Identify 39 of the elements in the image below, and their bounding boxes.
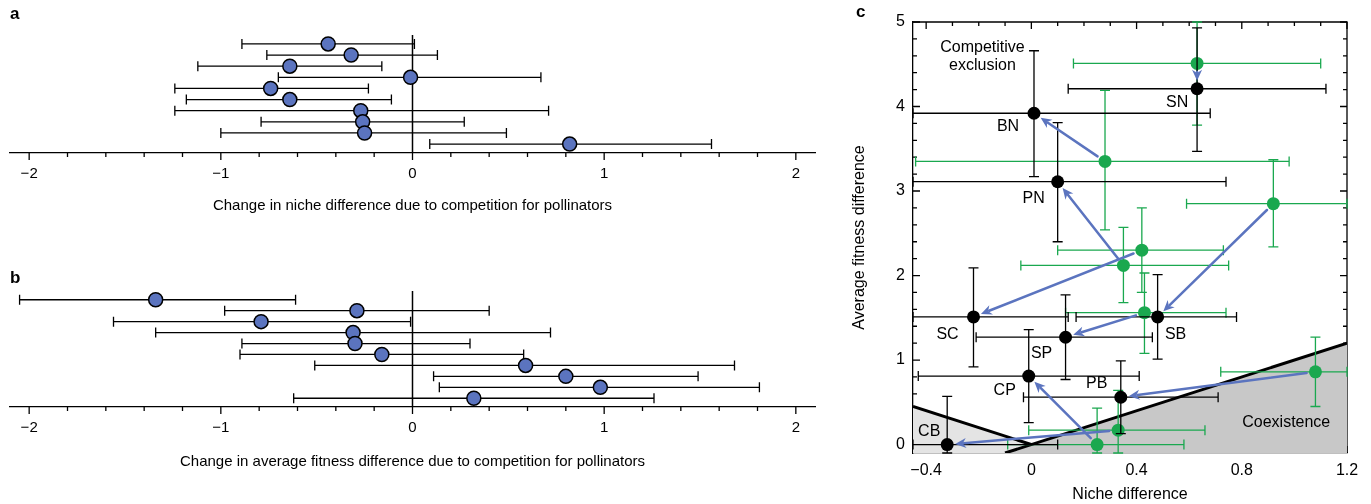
chart-title: b (10, 268, 21, 288)
annotation: SB (1164, 325, 1187, 343)
y-tick-label: 3 (896, 181, 906, 199)
annotation: CP (993, 380, 1016, 398)
x-tick-label: −1 (212, 164, 230, 182)
x-tick-label: 2 (791, 164, 801, 182)
x-tick-label: −2 (20, 418, 38, 436)
x-tick-label: 1 (599, 164, 609, 182)
y-tick-label: 5 (896, 12, 906, 30)
x-tick-label: 1.2 (1335, 461, 1359, 479)
chart-title: c (856, 2, 866, 22)
x-axis-title: Change in niche difference due to competition for pollinators (212, 196, 613, 214)
x-axis-title: Change in average fitness difference due to competition for pollinators (179, 452, 646, 470)
annotation: Coexistence (1242, 413, 1331, 431)
x-tick-label: 0.8 (1230, 461, 1254, 479)
x-tick-label: −0.4 (910, 461, 943, 479)
x-tick-label: −1 (212, 418, 230, 436)
y-tick-label: 2 (896, 265, 906, 283)
x-tick-label: 1 (599, 418, 609, 436)
x-tick-label: 0 (408, 418, 417, 436)
x-tick-label: 0 (1026, 461, 1036, 479)
chart-title: a (10, 4, 20, 24)
annotation: CB (918, 421, 941, 439)
x-tick-label: −2 (20, 164, 38, 182)
annotation: SN (1165, 93, 1189, 111)
x-axis-title: Niche difference (1072, 484, 1188, 502)
annotation: PN (1022, 189, 1045, 207)
annotation: SP (1030, 343, 1053, 361)
x-tick-label: 2 (791, 418, 801, 436)
x-tick-label: 0 (408, 164, 417, 182)
y-tick-label: 1 (896, 350, 906, 368)
y-tick-label: 4 (896, 96, 906, 114)
annotation: SC (936, 325, 959, 343)
y-axis-title: Average fitness difference (850, 145, 868, 330)
annotation: BN (996, 116, 1020, 134)
y-tick-label: 0 (896, 434, 906, 452)
x-tick-label: 0.4 (1125, 461, 1148, 479)
annotation: Competitive exclusion (940, 37, 1025, 74)
annotation: PB (1086, 373, 1108, 391)
